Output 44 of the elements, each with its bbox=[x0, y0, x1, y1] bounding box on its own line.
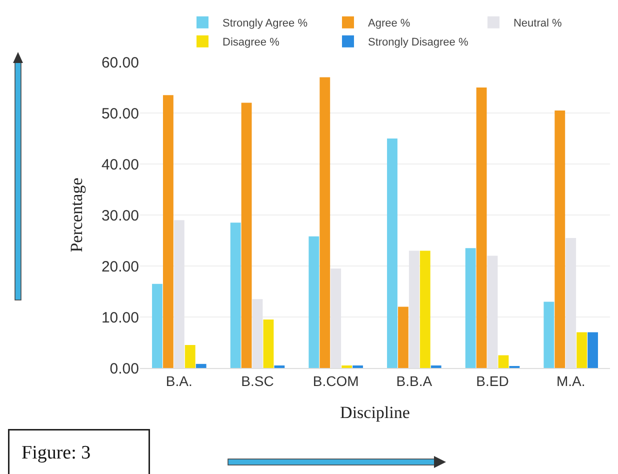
x-tick-label: B.COM bbox=[312, 372, 359, 389]
x-tick-label: M.A. bbox=[556, 372, 586, 389]
x-tick-label: B.B.A bbox=[396, 372, 433, 389]
x-axis-title: Discipline bbox=[340, 403, 410, 422]
y-tick-label: 0.00 bbox=[110, 360, 139, 378]
bar bbox=[544, 302, 554, 368]
bar bbox=[184, 345, 196, 368]
legend-label: Disagree % bbox=[222, 36, 280, 49]
bar bbox=[241, 102, 252, 368]
y-tick-label: 30.00 bbox=[101, 207, 139, 224]
bar bbox=[430, 365, 442, 368]
y-tick-label: 50.00 bbox=[101, 105, 139, 122]
bar bbox=[576, 332, 588, 368]
bar bbox=[588, 332, 598, 368]
legend-label: Agree % bbox=[368, 18, 410, 30]
legend-label: Strongly Disagree % bbox=[368, 36, 468, 49]
bar bbox=[320, 77, 330, 368]
y-tick-label: 40.00 bbox=[101, 156, 139, 174]
bar bbox=[342, 365, 352, 368]
bar bbox=[554, 110, 566, 368]
bar bbox=[387, 138, 398, 368]
x-tick-label: B.SC bbox=[241, 372, 274, 389]
text: Figure: 3 bbox=[22, 442, 91, 464]
y-axis-title: Percentage bbox=[67, 178, 86, 252]
bar bbox=[196, 364, 206, 368]
bar bbox=[465, 248, 476, 368]
bar bbox=[398, 306, 408, 368]
y-tick-label: 20.00 bbox=[101, 258, 139, 276]
bar bbox=[308, 236, 320, 368]
y-tick-label: 60.00 bbox=[101, 54, 139, 72]
legend-label: Neutral % bbox=[513, 18, 562, 30]
x-tick-label: B.ED bbox=[476, 372, 509, 389]
bar bbox=[352, 365, 363, 368]
bar bbox=[476, 88, 487, 368]
bar bbox=[152, 284, 162, 368]
y-tick-label: 10.00 bbox=[101, 309, 139, 326]
x-tick-label: B.A. bbox=[166, 372, 192, 389]
bar bbox=[162, 95, 174, 368]
bar bbox=[498, 355, 509, 368]
bar bbox=[230, 222, 241, 368]
bar bbox=[263, 320, 274, 368]
bar bbox=[274, 365, 285, 368]
legend-label: Strongly Agree % bbox=[222, 18, 308, 30]
bar bbox=[420, 250, 430, 368]
